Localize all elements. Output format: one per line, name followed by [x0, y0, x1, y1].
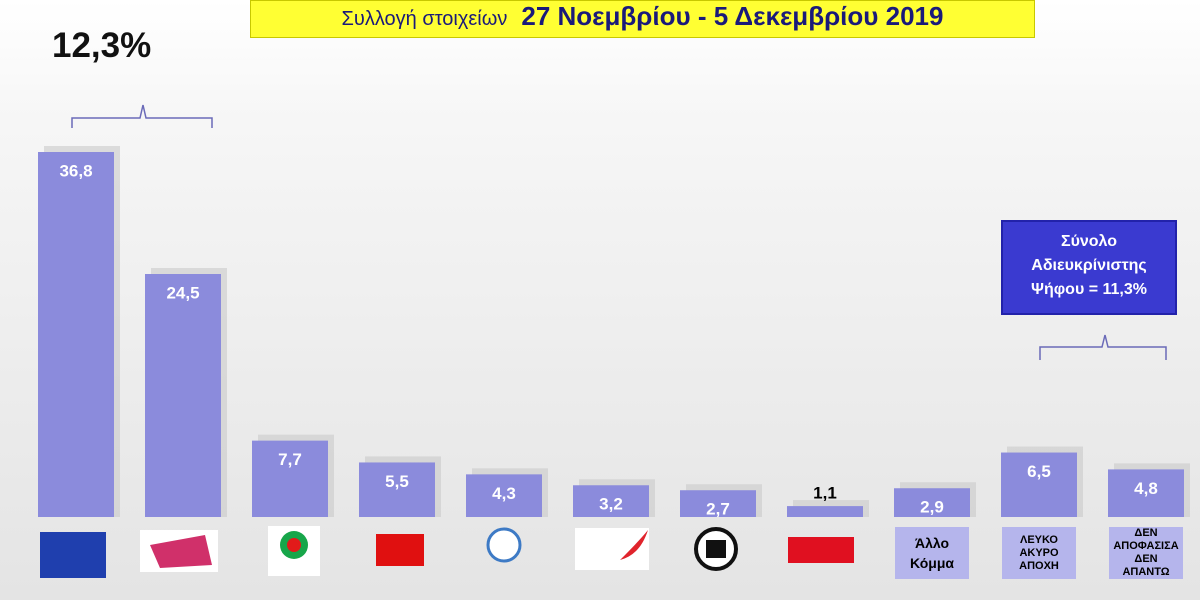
x-tick-label: ΛΕΥΚΟ ΑΚΥΡΟ ΑΠΟΧΗ	[1002, 527, 1076, 579]
bracket	[1039, 334, 1167, 360]
logo	[706, 540, 726, 558]
title-prefix: Συλλογή στοιχείων	[341, 8, 508, 30]
logo	[150, 535, 212, 568]
bar	[145, 273, 221, 517]
annotation: Σύνολο Αδιευκρίνιστης Ψήφου = 11,3%	[1001, 220, 1177, 315]
bracket	[71, 104, 213, 128]
bar	[894, 488, 970, 517]
logo	[788, 537, 854, 563]
value-label: 4,8	[1134, 479, 1158, 498]
bar	[573, 485, 649, 517]
value-label: 2,9	[920, 498, 944, 517]
bar	[1001, 452, 1077, 517]
value-label: 5,5	[385, 472, 409, 491]
logo	[376, 534, 424, 566]
logos	[40, 526, 854, 578]
chart-title: 27 Νοεμβρίου - 5 Δεκεμβρίου 2019	[521, 1, 944, 31]
value-label: 7,7	[278, 450, 302, 469]
bar	[1108, 469, 1184, 517]
logo	[40, 532, 106, 578]
bar	[359, 462, 435, 517]
value-label: 2,7	[706, 500, 730, 519]
bar	[787, 506, 863, 517]
bar	[252, 440, 328, 517]
bar	[38, 152, 114, 517]
logo	[486, 527, 522, 563]
value-label: 24,5	[166, 283, 199, 302]
bar	[466, 474, 542, 517]
annotation: 12,3%	[52, 26, 152, 65]
value-label: 6,5	[1027, 462, 1051, 481]
bar	[680, 490, 756, 517]
value-label: 1,1	[813, 484, 837, 503]
value-label: 3,2	[599, 495, 623, 514]
value-label: 4,3	[492, 484, 516, 503]
logo	[287, 538, 301, 552]
x-tick-label: ΔΕΝ ΑΠΟΦΑΣΙΣΑ ΔΕΝ ΑΠΑΝΤΩ	[1109, 527, 1183, 579]
x-tick-label: Άλλο Κόμμα	[895, 527, 969, 579]
title-box: Συλλογή στοιχείων 27 Νοεμβρίου - 5 Δεκεμβ…	[250, 0, 1035, 38]
value-label: 36,8	[59, 161, 92, 180]
